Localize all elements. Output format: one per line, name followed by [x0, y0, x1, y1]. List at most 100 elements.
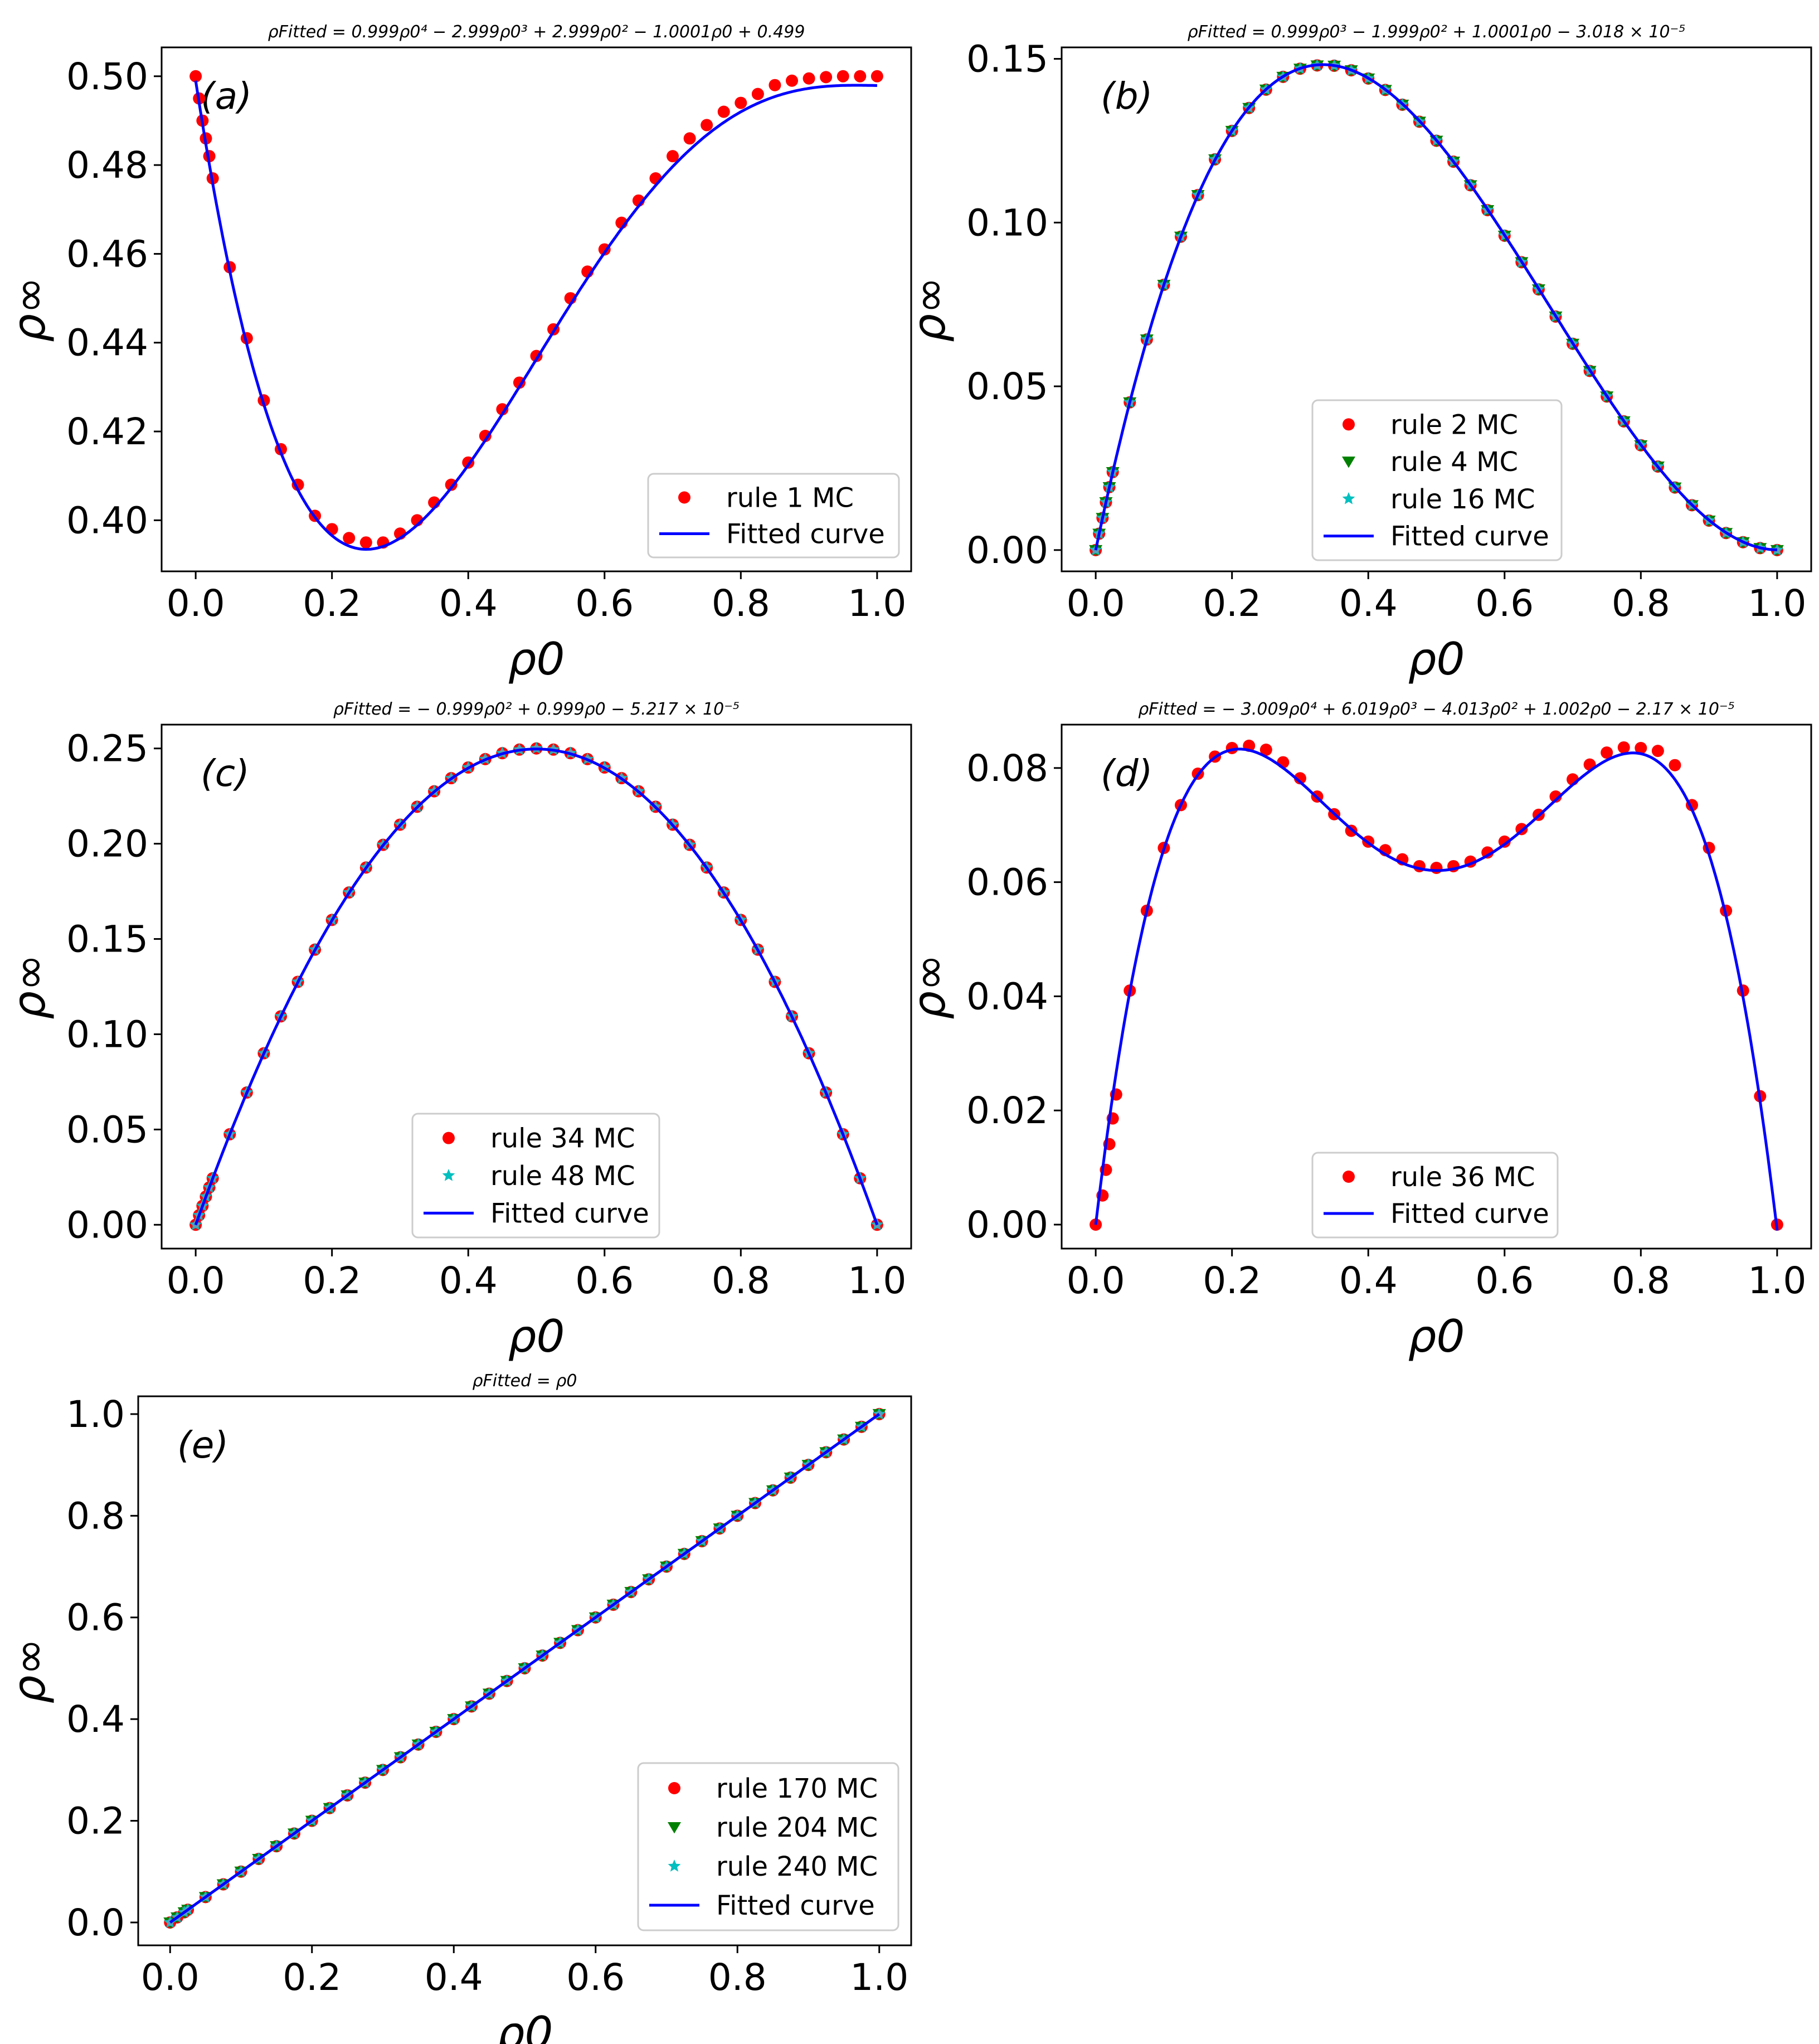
y-tick-label: 0.00	[66, 1203, 148, 1246]
legend-label: rule 240 MC	[716, 1851, 878, 1882]
x-tick-label: 0.4	[1339, 582, 1398, 625]
legend-label: Fitted curve	[1390, 1198, 1549, 1230]
fitted-curve	[194, 80, 877, 551]
legend: rule 34 MC rule 48 MC Fitted curve	[411, 1113, 660, 1239]
data-point	[649, 172, 662, 185]
chart-title: ρFitted = − 0.999ρ0² + 0.999ρ0 − 5.217 ×…	[333, 700, 740, 719]
legend-marker	[1342, 457, 1355, 468]
data-point	[1617, 741, 1630, 754]
legend-marker	[668, 1822, 681, 1834]
data-point	[802, 72, 815, 85]
legend-marker	[668, 1859, 681, 1872]
x-tick-label: 1.0	[1748, 1259, 1806, 1302]
x-tick-label: 0.0	[167, 582, 225, 625]
y-axis-label: ρ∞	[3, 1638, 55, 1703]
legend-label: rule 204 MC	[716, 1812, 878, 1843]
legend-label: rule 4 MC	[1390, 446, 1518, 478]
data-point	[717, 105, 730, 118]
x-tick-label: 0.4	[1339, 1259, 1398, 1302]
legend-marker	[1343, 1171, 1355, 1183]
legend-box	[647, 473, 900, 559]
data-point	[667, 150, 679, 163]
x-tick-label: 0.2	[303, 582, 361, 625]
x-axis-label: ρ0	[508, 633, 565, 685]
x-tick-label: 0.8	[708, 1956, 767, 1999]
data-point	[854, 70, 867, 82]
y-tick-label: 0.2	[66, 1800, 125, 1843]
x-tick-label: 1.0	[848, 582, 906, 625]
x-tick-label: 1.0	[850, 1956, 908, 1999]
x-tick-label: 0.6	[1475, 582, 1534, 625]
x-axis-label: ρ0	[497, 2007, 553, 2044]
legend-label: rule 1 MC	[726, 483, 854, 514]
x-tick-label: 0.6	[575, 582, 634, 625]
legend-marker	[442, 1132, 455, 1144]
y-tick-label: 0.00	[966, 529, 1048, 572]
x-tick-label: 0.0	[1067, 1259, 1125, 1302]
y-tick-label: 0.15	[66, 918, 148, 961]
chart-title: ρFitted = ρ0	[473, 1371, 577, 1391]
panel-b: ρFitted = 0.999ρ0³ − 1.999ρ0² + 1.0001ρ0…	[903, 22, 1812, 685]
y-tick-label: 0.0	[66, 1901, 125, 1944]
data-point	[1651, 745, 1664, 758]
y-tick-label: 0.25	[66, 727, 148, 770]
y-axis-label: ρ∞	[903, 954, 955, 1019]
legend: rule 2 MC rule 4 MC rule 16 MC Fitted curve	[1311, 399, 1563, 561]
x-tick-label: 0.8	[712, 582, 770, 625]
legend-label: rule 34 MC	[490, 1123, 635, 1154]
data-point	[1259, 744, 1272, 756]
panel-label: (e)	[177, 1424, 228, 1467]
legend-label: rule 16 MC	[1390, 484, 1535, 515]
panel-a: ρFitted = 0.999ρ0⁴ − 2.999ρ0³ + 2.999ρ0²…	[3, 22, 912, 685]
x-tick-label: 0.0	[141, 1956, 200, 1999]
x-tick-label: 0.2	[1203, 582, 1261, 625]
y-tick-label: 0.04	[966, 975, 1048, 1018]
data-point	[1669, 759, 1681, 771]
data-point	[1293, 772, 1306, 785]
data-point	[786, 74, 799, 87]
y-axis-label: ρ∞	[3, 276, 55, 342]
y-tick-label: 0.15	[966, 38, 1048, 81]
y-tick-label: 0.20	[66, 823, 148, 866]
legend-box	[1311, 1152, 1559, 1239]
panel-d: ρFitted = − 3.009ρ0⁴ + 6.019ρ0³ − 4.013ρ…	[903, 700, 1812, 1362]
axes-frame	[160, 46, 912, 572]
legend-label: Fitted curve	[726, 519, 885, 550]
legend-marker	[442, 1169, 455, 1181]
legend-marker	[678, 491, 690, 504]
data-point	[1481, 846, 1494, 859]
legend-marker	[1343, 418, 1355, 431]
panel-c: ρFitted = − 0.999ρ0² + 0.999ρ0 − 5.217 ×…	[3, 700, 912, 1362]
y-tick-label: 0.42	[66, 410, 148, 453]
x-tick-label: 0.0	[167, 1259, 225, 1302]
data-point	[683, 132, 696, 145]
x-tick-label: 0.0	[1067, 582, 1125, 625]
y-tick-label: 0.06	[966, 861, 1048, 904]
x-tick-label: 0.4	[439, 1259, 498, 1302]
legend-marker	[668, 1782, 680, 1794]
chart-title: ρFitted = − 3.009ρ0⁴ + 6.019ρ0³ − 4.013ρ…	[1138, 700, 1735, 719]
legend-box	[637, 1762, 899, 1931]
data-point	[701, 119, 713, 132]
data-markers	[189, 70, 883, 549]
x-tick-label: 1.0	[1748, 582, 1806, 625]
fitted-curve	[1094, 63, 1777, 551]
legend-marker	[1342, 492, 1355, 504]
x-tick-label: 0.6	[566, 1956, 625, 1999]
data-point	[1430, 862, 1443, 875]
x-axis-label: ρ0	[1408, 633, 1465, 685]
panel-e: ρFitted = ρ0 0.0 0.2 0.4 0.6 0.8 1.0 0.0 0.2 0.4 0…	[3, 1371, 912, 2044]
y-tick-label: 0.8	[66, 1494, 125, 1537]
x-tick-label: 0.6	[575, 1259, 634, 1302]
y-tick-label: 0.44	[66, 322, 148, 365]
legend-label: rule 36 MC	[1390, 1162, 1535, 1193]
data-point	[1635, 741, 1647, 754]
y-axis-label: ρ∞	[903, 276, 955, 342]
x-tick-label: 0.6	[1475, 1259, 1534, 1302]
x-tick-label: 0.4	[425, 1956, 483, 1999]
x-tick-label: 0.8	[712, 1259, 770, 1302]
data-point	[359, 536, 372, 549]
y-tick-label: 0.10	[66, 1013, 148, 1056]
legend-label: Fitted curve	[716, 1890, 875, 1921]
y-tick-label: 0.10	[966, 201, 1048, 244]
